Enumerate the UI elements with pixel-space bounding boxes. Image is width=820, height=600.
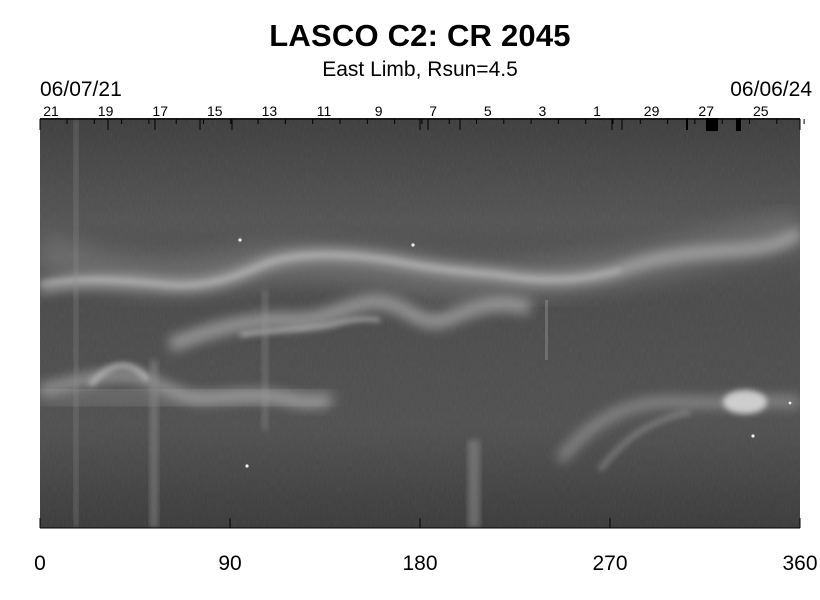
data-gap-marker (686, 118, 688, 130)
end-date-label: 06/06/24 (730, 78, 812, 101)
day-label: 17 (152, 103, 168, 119)
x-tick-label: 180 (402, 552, 437, 575)
day-label: 5 (484, 103, 492, 119)
day-label: 13 (262, 103, 278, 119)
day-label: 27 (698, 103, 714, 119)
x-tick-label: 90 (218, 552, 241, 575)
day-label: 19 (98, 103, 114, 119)
day-labels: 21 19 17 15 13 11 9 7 5 3 1 29 27 25 (43, 103, 769, 119)
date-strip: 21 19 17 15 13 11 9 7 5 3 1 29 27 25 (39, 103, 805, 131)
start-date-label: 06/07/21 (40, 78, 122, 101)
day-label: 29 (644, 103, 660, 119)
data-gap-marker (736, 118, 741, 131)
chart-title: LASCO C2: CR 2045 (269, 18, 571, 53)
chart-subtitle: East Limb, Rsun=4.5 (322, 58, 518, 81)
x-axis-ticks: 0 90 180 270 360 (34, 518, 818, 575)
coronal-heatmap-image (40, 118, 800, 528)
day-tick-marks (39, 119, 805, 130)
day-label: 7 (429, 103, 437, 119)
x-tick-label: 360 (782, 552, 817, 575)
data-gap-marker (706, 118, 718, 131)
x-tick-label: 0 (34, 552, 46, 575)
x-axis: 0 90 180 270 360 (34, 518, 818, 575)
day-label: 21 (43, 103, 59, 119)
day-label: 15 (207, 103, 223, 119)
day-label: 25 (753, 103, 769, 119)
day-label: 9 (375, 103, 383, 119)
day-label: 11 (317, 103, 332, 119)
x-tick-label: 270 (592, 552, 627, 575)
day-label: 3 (539, 103, 547, 119)
day-label: 1 (593, 103, 601, 119)
